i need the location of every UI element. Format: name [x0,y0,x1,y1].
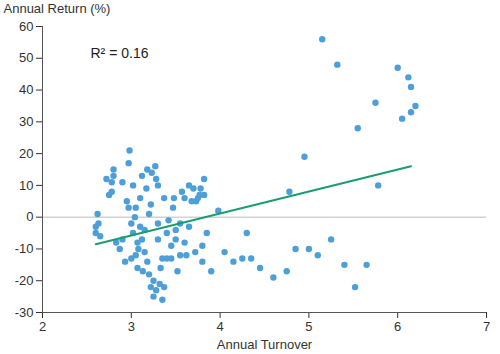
svg-text:20: 20 [19,146,33,161]
svg-text:-30: -30 [15,305,34,320]
svg-text:R² = 0.16: R² = 0.16 [91,45,149,61]
svg-text:10: 10 [19,178,33,193]
svg-text:30: 30 [19,114,33,129]
svg-text:2: 2 [39,319,46,334]
svg-text:0: 0 [26,209,33,224]
svg-text:-10: -10 [15,241,34,256]
svg-text:7: 7 [483,319,490,334]
svg-text:60: 60 [19,19,33,34]
svg-text:Annual Return (%): Annual Return (%) [4,1,111,16]
svg-text:50: 50 [19,50,33,65]
svg-text:-20: -20 [15,273,34,288]
svg-text:4: 4 [216,319,223,334]
svg-text:40: 40 [19,82,33,97]
svg-text:Annual Turnover: Annual Turnover [217,337,313,352]
svg-text:3: 3 [128,319,135,334]
svg-text:6: 6 [394,319,401,334]
svg-text:5: 5 [305,319,312,334]
